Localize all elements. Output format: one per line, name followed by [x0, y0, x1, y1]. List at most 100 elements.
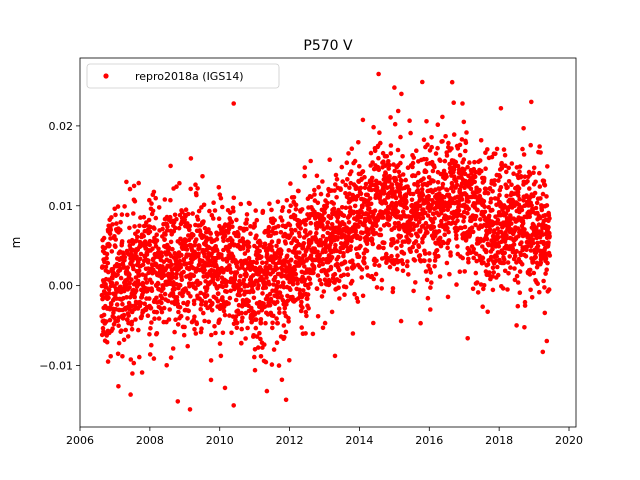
data-point	[113, 212, 118, 218]
data-point	[364, 241, 370, 246]
data-point	[191, 273, 197, 279]
data-point	[392, 225, 397, 230]
data-point	[230, 205, 236, 211]
data-point	[512, 253, 518, 259]
data-point	[299, 207, 305, 212]
data-point	[396, 220, 401, 226]
data-point	[505, 287, 510, 292]
data-point	[328, 215, 334, 220]
data-point	[392, 168, 398, 174]
data-point	[239, 319, 245, 324]
data-point	[371, 320, 376, 326]
data-point	[312, 192, 317, 197]
data-point	[509, 182, 514, 187]
data-point	[137, 223, 142, 229]
data-point	[544, 267, 549, 273]
data-point	[258, 336, 263, 342]
data-point	[272, 218, 278, 223]
data-point	[100, 264, 105, 269]
data-point	[345, 272, 351, 278]
data-point	[506, 179, 512, 184]
data-point	[240, 315, 245, 321]
data-point	[249, 305, 254, 311]
data-point	[502, 250, 508, 256]
data-point	[204, 293, 210, 298]
x-tick-label: 2020	[555, 434, 583, 447]
data-point	[181, 300, 186, 306]
data-point	[327, 157, 333, 162]
data-point	[516, 234, 521, 239]
data-point	[236, 232, 241, 237]
data-point	[176, 225, 182, 231]
data-point	[142, 301, 147, 307]
data-point	[115, 204, 121, 209]
data-point	[201, 310, 206, 316]
data-point	[109, 301, 114, 307]
data-point	[434, 248, 440, 253]
data-point	[128, 357, 134, 362]
data-point	[414, 248, 419, 254]
data-point	[363, 218, 368, 224]
data-point	[487, 227, 493, 232]
data-point	[269, 244, 274, 249]
data-point	[473, 222, 478, 228]
data-point	[441, 168, 447, 174]
data-point	[101, 312, 107, 318]
data-point	[488, 196, 494, 202]
data-point	[218, 195, 224, 201]
data-point	[138, 215, 143, 220]
data-point	[519, 207, 525, 213]
data-point	[525, 244, 530, 249]
data-point	[147, 332, 152, 337]
data-point	[159, 295, 165, 301]
data-point	[127, 295, 133, 300]
data-point	[275, 299, 280, 305]
data-point	[334, 195, 339, 200]
data-point	[274, 316, 279, 321]
data-point	[446, 140, 451, 146]
data-point	[459, 225, 464, 231]
data-point	[127, 272, 132, 278]
data-point	[527, 272, 533, 277]
data-point	[498, 185, 504, 190]
data-point	[267, 291, 273, 297]
data-point	[122, 254, 128, 260]
data-point	[325, 200, 330, 206]
data-point	[530, 259, 536, 265]
data-point	[300, 245, 306, 250]
data-point	[419, 187, 425, 192]
data-point	[432, 216, 437, 221]
data-point	[370, 241, 376, 247]
data-point	[332, 353, 338, 359]
data-point	[400, 261, 406, 267]
data-point	[299, 299, 304, 305]
data-point	[482, 204, 487, 209]
data-point	[244, 272, 249, 278]
data-point	[195, 217, 201, 222]
data-point	[107, 231, 113, 237]
data-point	[185, 343, 190, 349]
data-point	[185, 316, 190, 321]
data-point	[314, 173, 320, 179]
data-point	[148, 305, 154, 311]
data-point	[154, 238, 160, 243]
data-point	[293, 202, 299, 208]
data-point	[369, 187, 374, 193]
data-point	[449, 146, 454, 151]
data-point	[411, 155, 417, 160]
data-point	[374, 258, 379, 264]
data-point	[518, 174, 524, 179]
data-point	[258, 320, 264, 326]
data-point	[120, 354, 125, 359]
data-point	[107, 291, 112, 296]
data-point	[256, 310, 261, 315]
data-point	[224, 289, 229, 295]
data-point	[277, 310, 282, 316]
data-point	[466, 256, 471, 262]
data-point	[371, 276, 377, 282]
data-point	[407, 238, 412, 244]
data-point	[156, 281, 161, 287]
data-point	[315, 314, 321, 319]
data-point	[301, 241, 307, 246]
data-point	[393, 195, 399, 201]
